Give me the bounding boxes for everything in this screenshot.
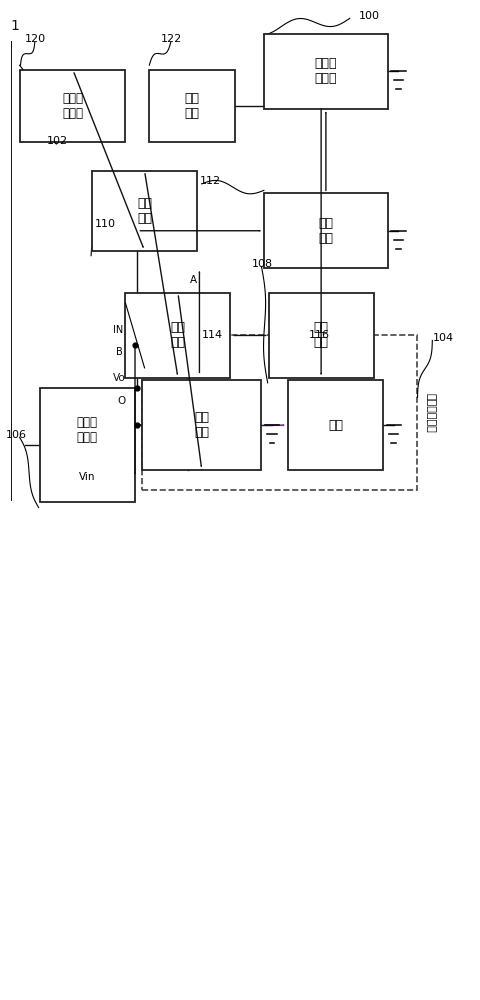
Text: 102: 102 (47, 136, 68, 146)
Text: 114: 114 (202, 330, 223, 340)
Text: 外部电
子模块: 外部电 子模块 (62, 92, 84, 120)
Text: IN: IN (113, 325, 123, 335)
Text: 侦测
模块: 侦测 模块 (313, 321, 329, 349)
Text: 磁性
元件: 磁性 元件 (185, 92, 200, 120)
Text: 1: 1 (10, 19, 19, 33)
Text: 外接
模块: 外接 模块 (137, 197, 152, 225)
Bar (264, 34, 388, 109)
Text: 处理
模块: 处理 模块 (318, 217, 334, 245)
Bar (21, 70, 125, 142)
Bar (269, 293, 373, 378)
Bar (92, 171, 197, 251)
Text: 110: 110 (95, 219, 116, 229)
Bar (264, 193, 388, 268)
Text: 104: 104 (433, 333, 455, 343)
Text: 108: 108 (252, 259, 273, 269)
Bar (125, 293, 230, 378)
Bar (149, 70, 235, 142)
Text: 106: 106 (6, 430, 27, 440)
Bar (142, 380, 262, 470)
Text: 静电防
护电路: 静电防 护电路 (77, 416, 98, 444)
Bar (142, 335, 417, 490)
Text: 112: 112 (199, 176, 221, 186)
Text: 122: 122 (161, 34, 182, 44)
Text: B: B (116, 347, 123, 357)
Text: Vo: Vo (113, 373, 125, 383)
Text: 120: 120 (25, 34, 47, 44)
Text: 电源
芯片: 电源 芯片 (194, 411, 209, 439)
Text: 电池: 电池 (328, 419, 343, 432)
Text: 100: 100 (360, 11, 380, 21)
Text: 第二功能模块: 第二功能模块 (426, 393, 436, 433)
Text: 116: 116 (309, 330, 330, 340)
Text: 切换
模块: 切换 模块 (170, 321, 185, 349)
Text: A: A (190, 275, 197, 285)
Text: 第一功
能模块: 第一功 能模块 (315, 57, 337, 85)
Bar (39, 388, 135, 502)
Text: O: O (117, 396, 125, 406)
Bar (288, 380, 383, 470)
Text: Vin: Vin (79, 472, 96, 482)
